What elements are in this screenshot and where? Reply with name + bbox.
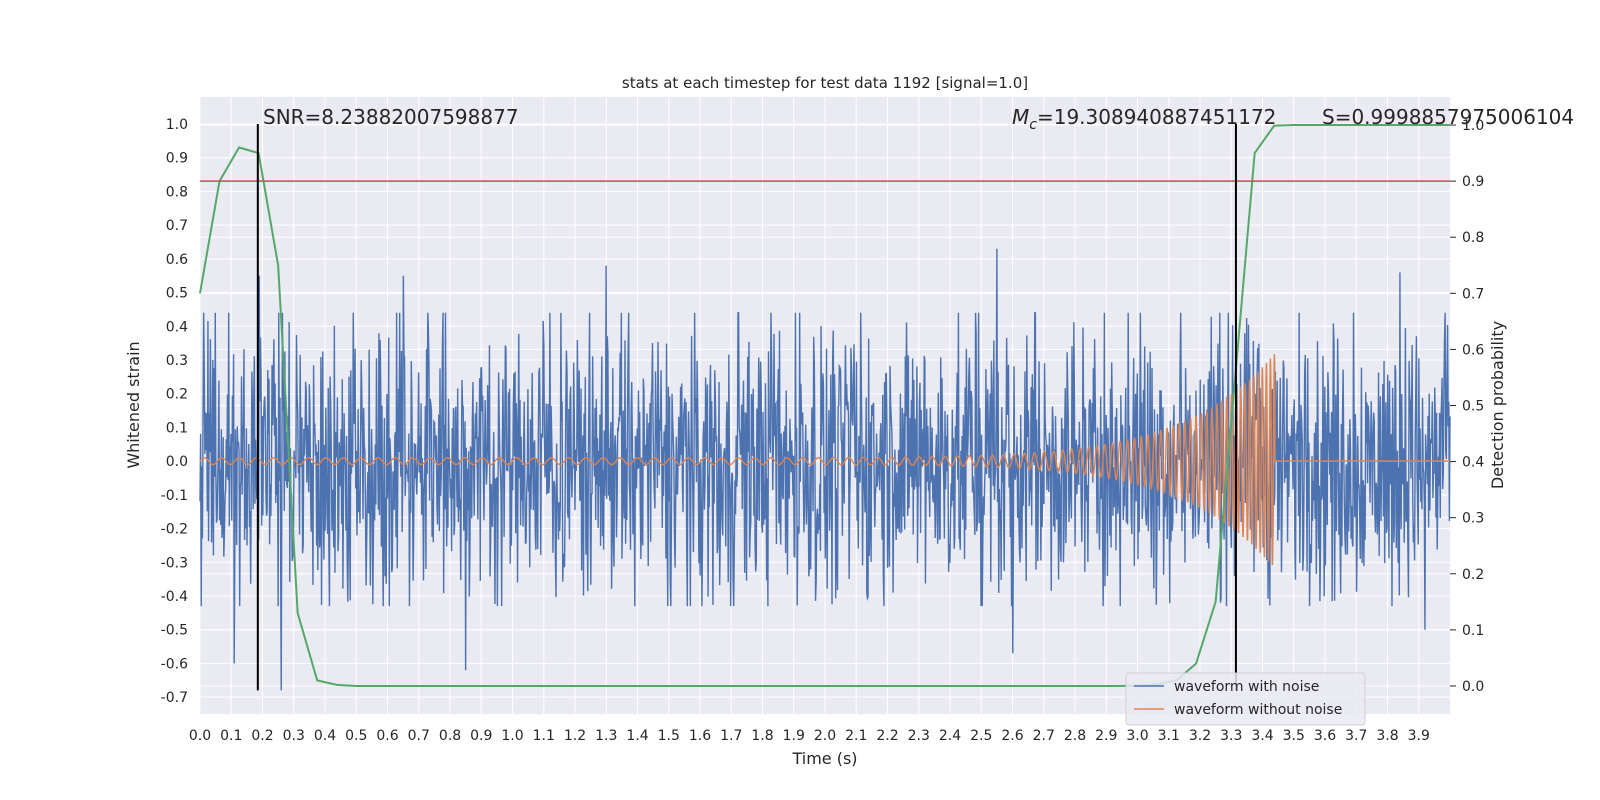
x-tick-label: 1.8	[751, 728, 773, 744]
x-tick-label: 2.9	[1095, 728, 1117, 744]
y2-tick-label: 0.0	[1462, 679, 1484, 695]
x-tick-label: 2.0	[814, 728, 836, 744]
x-tick-label: 2.1	[845, 728, 867, 744]
x-tick-label: 2.7	[1033, 728, 1055, 744]
x-axis-label: Time (s)	[791, 749, 857, 768]
y2-tick-labels: 0.0 0.1 0.2 0.3 0.4 0.5 0.6 0.7 0.8 0.9 1.0	[1450, 118, 1484, 695]
x-tick-label: 1.4	[626, 728, 648, 744]
y-tick-label: -0.5	[161, 623, 188, 639]
y-tick-label: 1.0	[166, 117, 188, 133]
x-tick-label: 0.2	[251, 728, 273, 744]
y-tick-label: 0.2	[166, 387, 188, 403]
x-tick-label: 2.5	[970, 728, 992, 744]
y-tick-label: -0.4	[161, 589, 188, 605]
x-tick-label: 2.6	[1001, 728, 1023, 744]
x-tick-label: 2.3	[908, 728, 930, 744]
y2-tick-label: 0.7	[1462, 286, 1484, 302]
legend-label-noise: waveform with noise	[1174, 679, 1319, 695]
x-tick-label: 0.8	[439, 728, 461, 744]
chart-title: stats at each timestep for test data 119…	[622, 74, 1028, 92]
y2-tick-label: 0.2	[1462, 567, 1484, 583]
x-tick-label: 3.5	[1283, 728, 1305, 744]
signal-series	[199, 353, 1450, 566]
signal-line	[199, 353, 1450, 566]
x-tick-label: 0.4	[314, 728, 336, 744]
y2-tick-label: 0.6	[1462, 342, 1484, 358]
x-tick-label: 0.9	[470, 728, 492, 744]
y-axis-label: Whitened strain	[124, 341, 143, 468]
y-tick-label: 0.6	[166, 252, 188, 268]
x-tick-labels: 0.0 0.1 0.2 0.3 0.4 0.5 0.6 0.7 0.8 0.9 1.0 1.1 1.2 1…	[189, 728, 1430, 744]
snr-annotation: SNR=8.23882007598877	[263, 105, 519, 129]
x-tick-label: 0.6	[376, 728, 398, 744]
probability-series	[199, 124, 1450, 687]
y-tick-label: 0.1	[166, 420, 188, 436]
mc-symbol: M	[1012, 105, 1029, 129]
y-tick-label: -0.1	[161, 488, 188, 504]
s-annotation: S=0.9998857975006104	[1322, 105, 1574, 129]
y-tick-label: -0.3	[161, 555, 188, 571]
y-tick-labels: -0.7 -0.6 -0.5 -0.4 -0.3 -0.2 -0.1 0.0 0.1 0.2 0.3…	[161, 117, 188, 706]
reference-lines	[200, 123, 1450, 691]
x-tick-label: 1.2	[564, 728, 586, 744]
legend: waveform with noise waveform without noi…	[1125, 672, 1366, 726]
y-tick-label: 0.5	[166, 286, 188, 302]
legend-box	[1125, 672, 1366, 726]
y2-tick-label: 1.0	[1462, 118, 1484, 134]
y-tick-label: 0.7	[166, 218, 188, 234]
x-tick-label: 2.2	[876, 728, 898, 744]
x-tick-label: 1.6	[689, 728, 711, 744]
x-tick-label: 2.8	[1064, 728, 1086, 744]
x-tick-label: 2.4	[939, 728, 961, 744]
x-tick-label: 0.3	[283, 728, 305, 744]
y2-axis-label: Detection probability	[1488, 321, 1507, 489]
y-tick-label: 0.3	[166, 353, 188, 369]
x-tick-label: 0.1	[220, 728, 242, 744]
x-tick-label: 1.9	[783, 728, 805, 744]
y-tick-label: 0.4	[166, 319, 188, 335]
x-tick-label: 1.3	[595, 728, 617, 744]
y2-tick-label: 0.1	[1462, 623, 1484, 639]
mc-annotation: Mc=19.308940887451172	[1012, 105, 1276, 133]
x-tick-label: 0.7	[408, 728, 430, 744]
x-tick-label: 3.6	[1314, 728, 1336, 744]
y2-tick-label: 0.8	[1462, 230, 1484, 246]
x-tick-label: 3.8	[1376, 728, 1398, 744]
y-tick-label: 0.0	[166, 454, 188, 470]
x-tick-label: 1.7	[720, 728, 742, 744]
mc-subscript: c	[1029, 117, 1037, 133]
x-tick-label: 0.0	[189, 728, 211, 744]
y-tick-label: -0.2	[161, 522, 188, 538]
probability-line	[199, 124, 1450, 687]
x-tick-label: 3.4	[1251, 728, 1273, 744]
x-tick-label: 0.5	[345, 728, 367, 744]
x-tick-label: 3.3	[1220, 728, 1242, 744]
mc-value: =19.308940887451172	[1037, 105, 1276, 129]
x-tick-label: 3.0	[1126, 728, 1148, 744]
y2-tick-label: 0.4	[1462, 455, 1484, 471]
x-tick-label: 1.5	[658, 728, 680, 744]
x-tick-label: 3.7	[1345, 728, 1367, 744]
x-tick-label: 3.2	[1189, 728, 1211, 744]
y-tick-label: -0.7	[161, 690, 188, 706]
y2-tick-label: 0.5	[1462, 399, 1484, 415]
x-tick-label: 3.9	[1408, 728, 1430, 744]
y2-tick-label: 0.9	[1462, 174, 1484, 190]
y-tick-label: 0.8	[166, 184, 188, 200]
y-tick-label: -0.6	[161, 656, 188, 672]
legend-label-signal: waveform without noise	[1174, 702, 1342, 718]
x-tick-label: 1.0	[501, 728, 523, 744]
y-tick-label: 0.9	[166, 151, 188, 167]
x-tick-label: 1.1	[533, 728, 555, 744]
x-tick-label: 3.1	[1158, 728, 1180, 744]
y2-tick-label: 0.3	[1462, 511, 1484, 527]
